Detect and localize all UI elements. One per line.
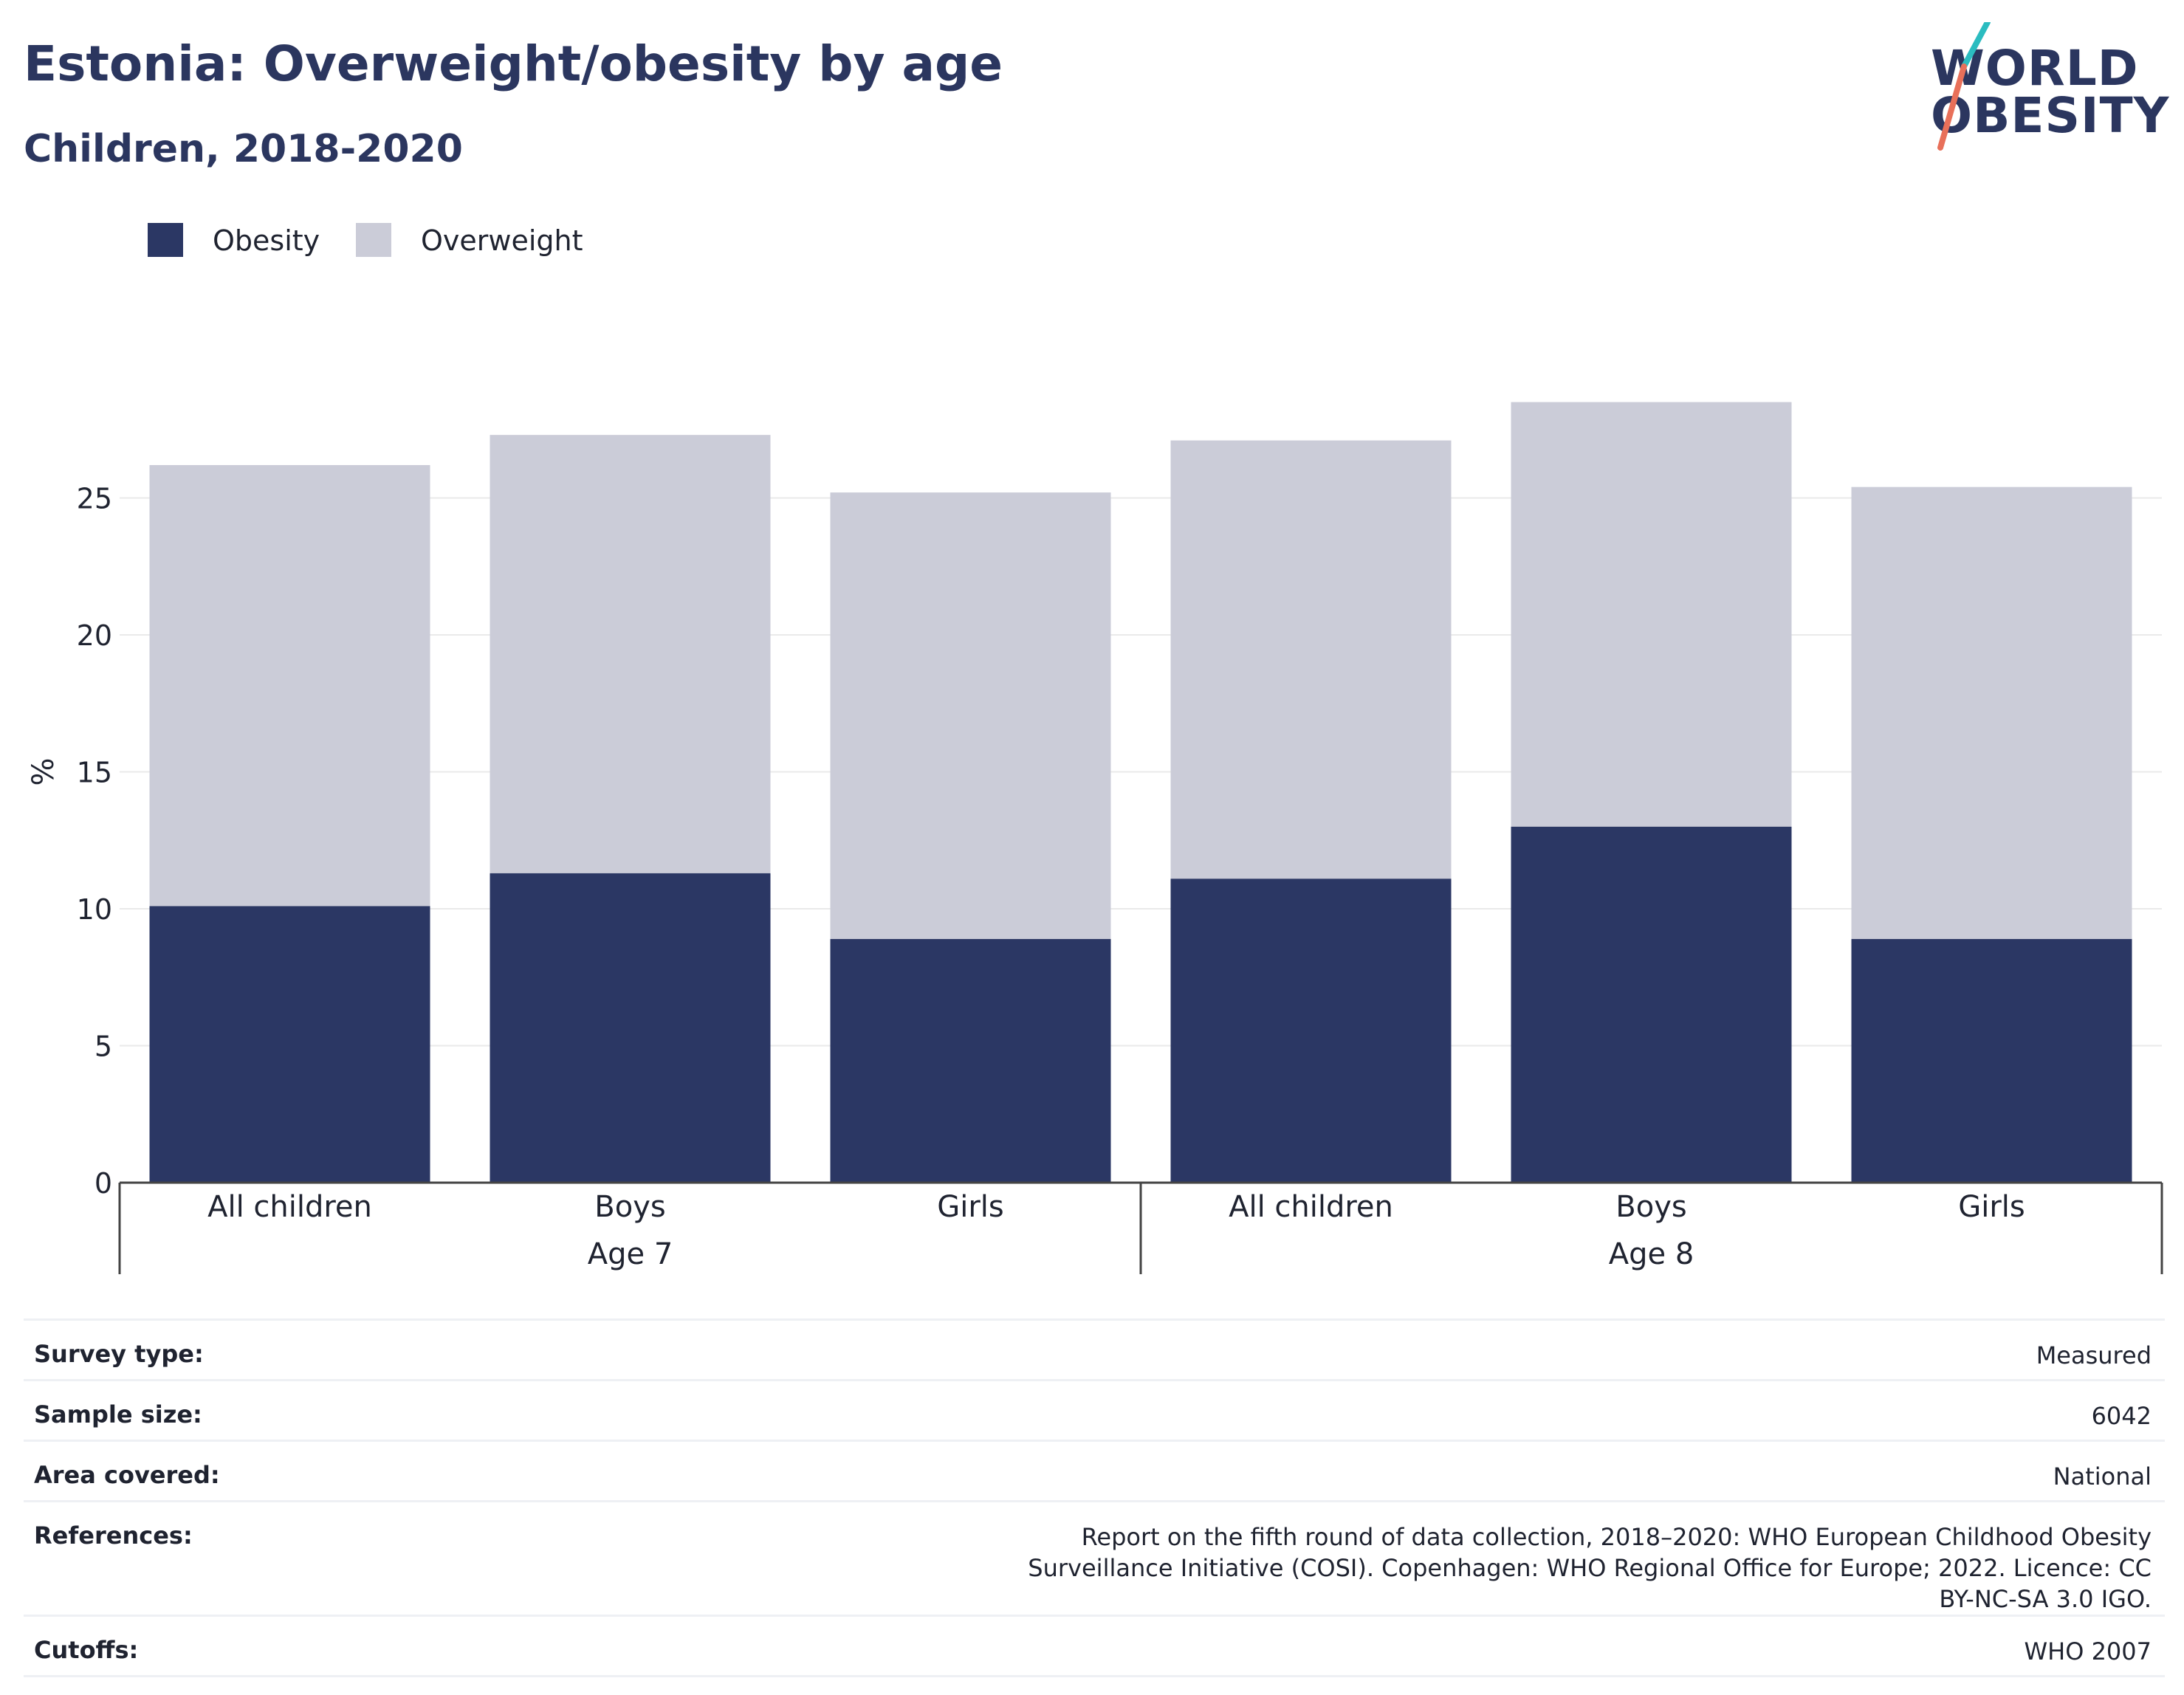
info-row: Cutoffs: WHO 2007 — [24, 1615, 2165, 1677]
info-key: References: — [24, 1500, 447, 1616]
y-tick-label: 25 — [77, 483, 112, 515]
survey-info-table: Survey type: Measured Sample size: 6042 Area… — [24, 1318, 2165, 1677]
info-key: Cutoffs: — [24, 1615, 447, 1677]
chart-subtitle: Children, 2018-2020 — [24, 127, 463, 171]
y-tick-label: 20 — [77, 619, 112, 652]
x-tick-label: Girls — [937, 1190, 1004, 1224]
info-value: WHO 2007 — [447, 1615, 2165, 1677]
bar-overweight-1 — [149, 464, 430, 907]
y-tick-label: 5 — [95, 1031, 112, 1063]
info-row: Area covered: National — [24, 1440, 2165, 1502]
legend-label-overweight: Overweight — [421, 224, 583, 257]
info-row: Survey type: Measured — [24, 1318, 2165, 1381]
y-tick-label: 15 — [77, 757, 112, 789]
x-tick-label: Girls — [1958, 1190, 2025, 1224]
bar-overweight-5 — [1511, 402, 1792, 827]
bar-overweight-2 — [490, 435, 771, 873]
info-value: 6042 — [447, 1379, 2165, 1441]
bar-obesity-4 — [1170, 879, 1452, 1183]
y-tick-label: 0 — [95, 1167, 112, 1200]
y-tick-label: 10 — [77, 893, 112, 926]
x-tick-label: All children — [207, 1190, 372, 1224]
logo-word-obesity: OBESITY — [1931, 87, 2170, 144]
bar-overweight-6 — [1851, 487, 2132, 939]
stacked-bar-chart: 0 5 10 15 20 25% All children Boys Girls Age 7 All… — [27, 402, 2163, 1274]
info-row: References: Report on the fifth round of … — [24, 1500, 2165, 1616]
legend-label-obesity: Obesity — [213, 224, 320, 257]
bar-obesity-1 — [149, 906, 430, 1183]
chart-title: Estonia: Overweight/obesity by age — [24, 35, 1003, 92]
bar-obesity-6 — [1851, 938, 2132, 1183]
info-key: Sample size: — [24, 1379, 447, 1441]
bar-obesity-2 — [490, 873, 771, 1183]
info-row: Sample size: 6042 — [24, 1379, 2165, 1441]
info-key: Survey type: — [24, 1318, 447, 1381]
bar-obesity-3 — [830, 938, 1111, 1183]
x-group-label: Age 8 — [1609, 1237, 1694, 1271]
x-group-label: Age 7 — [588, 1237, 673, 1271]
info-value: Measured — [447, 1318, 2165, 1381]
legend-swatch-overweight — [356, 223, 391, 257]
bar-overweight-3 — [830, 492, 1111, 939]
info-value: National — [447, 1440, 2165, 1502]
bar-obesity-5 — [1511, 826, 1792, 1183]
y-axis-label: % — [27, 757, 61, 785]
info-key: Area covered: — [24, 1440, 447, 1502]
x-tick-label: All children — [1229, 1190, 1393, 1224]
world-obesity-logo: WORLD OBESITY — [1920, 22, 2171, 155]
bar-overweight-4 — [1170, 440, 1452, 879]
legend-swatch-obesity — [148, 223, 183, 257]
x-tick-label: Boys — [1615, 1190, 1686, 1224]
logo-slash-icon — [1937, 22, 1991, 151]
x-tick-label: Boys — [594, 1190, 665, 1224]
info-value: Report on the fifth round of data collec… — [447, 1500, 2165, 1616]
